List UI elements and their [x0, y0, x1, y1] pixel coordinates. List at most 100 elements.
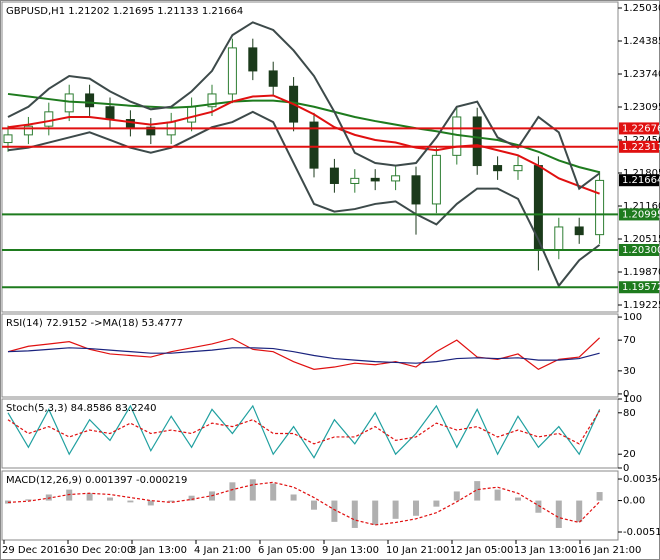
- histogram-bar: [351, 500, 358, 528]
- histogram-bar: [107, 497, 113, 501]
- candle-body: [146, 126, 156, 136]
- candle-body: [23, 125, 33, 136]
- histogram-bar: [515, 497, 521, 501]
- candle-body: [248, 47, 258, 72]
- y-tick-label: 1.20515: [623, 234, 660, 245]
- candle-body: [64, 93, 74, 113]
- level-label: 1.19572: [622, 282, 660, 293]
- y-tick-label: 70: [623, 335, 636, 346]
- histogram-bar: [188, 495, 195, 501]
- y-tick-label: 0.00: [623, 496, 645, 507]
- histogram-bar: [270, 483, 277, 501]
- y-tick-label: 1.19870: [623, 267, 660, 278]
- y-tick-label: 1.23095: [623, 102, 660, 113]
- histogram-bar: [127, 500, 134, 503]
- candle-body: [329, 167, 339, 184]
- x-tick-label: 4 Jan 21:00: [194, 545, 251, 556]
- candle-body: [3, 134, 13, 144]
- histogram-bar: [535, 500, 542, 513]
- histogram-bar: [453, 491, 460, 501]
- x-tick-label: 6 Jan 05:00: [258, 545, 315, 556]
- level-box: [619, 122, 659, 135]
- y-tick-label: 1.24385: [623, 36, 660, 47]
- candle-body: [105, 106, 115, 121]
- candle-body: [533, 165, 543, 251]
- histogram-bar: [372, 500, 379, 525]
- panel: [1, 1, 619, 313]
- candle-body: [44, 111, 54, 127]
- histogram-bar: [392, 500, 399, 519]
- histogram-bar: [86, 493, 93, 501]
- indicator-line: [7, 110, 601, 288]
- histogram-bar: [147, 500, 154, 506]
- y-tick-label: 1.21160: [623, 201, 660, 212]
- candle-body: [85, 93, 95, 108]
- y-tick-label: 1.19225: [623, 300, 660, 311]
- x-tick-label: 12 Jan 05:00: [450, 545, 513, 556]
- indicator-line: [7, 21, 601, 191]
- y-tick-label: 1.22450: [623, 135, 660, 146]
- x-tick-label: 13 Jan 13:00: [514, 545, 577, 556]
- y-tick-label: -0.005167: [623, 527, 660, 538]
- candle-body: [411, 175, 421, 205]
- candle-body: [391, 175, 401, 182]
- level-label: 1.20300: [622, 245, 660, 256]
- indicator-line: [7, 92, 600, 174]
- x-tick-label: 30 Dec 20:00: [66, 545, 133, 556]
- y-tick-label: 0: [623, 389, 629, 400]
- panel-title: RSI(14) 72.9152 ->MA(18) 53.4777: [6, 318, 183, 329]
- panel: [1, 470, 619, 541]
- indicator-line: [7, 481, 601, 526]
- y-tick-label: 0: [623, 463, 629, 474]
- candle-body: [554, 226, 564, 251]
- x-tick-label: 29 Dec 2016: [2, 545, 66, 556]
- level-box: [619, 281, 659, 294]
- histogram-bar: [433, 500, 440, 507]
- y-tick-label: 20: [623, 449, 636, 460]
- candle-body: [207, 93, 217, 108]
- histogram-bar: [596, 492, 603, 501]
- histogram-bar: [555, 500, 562, 528]
- indicator-line: [7, 347, 600, 364]
- panel-title: MACD(12,26,9) 0.001397 -0.000219: [6, 475, 187, 486]
- x-tick-label: 3 Jan 13:00: [130, 545, 187, 556]
- histogram-bar: [331, 500, 338, 522]
- candle-body: [431, 154, 441, 205]
- y-tick-label: 1.25030: [623, 3, 660, 14]
- level-box: [619, 140, 659, 153]
- y-tick-label: 1.23740: [623, 69, 660, 80]
- histogram-bar: [290, 494, 297, 501]
- histogram-bar: [474, 481, 481, 501]
- candle-body: [268, 70, 278, 87]
- x-tick-label: 16 Jan 21:00: [578, 545, 641, 556]
- level-box: [619, 208, 659, 221]
- level-label: 1.22317: [622, 142, 660, 153]
- panel: [1, 398, 619, 469]
- y-tick-label: 30: [623, 366, 636, 377]
- candle-body: [350, 177, 360, 184]
- candle-body: [187, 106, 197, 123]
- y-tick-label: 1.21805: [623, 168, 660, 179]
- x-tick-label: 10 Jan 21:00: [386, 545, 449, 556]
- candle-body: [513, 165, 523, 172]
- candle-body: [472, 116, 482, 167]
- price-label: 1.21664: [622, 175, 660, 186]
- y-tick-label: 100: [623, 394, 642, 405]
- indicator-line: [7, 410, 601, 445]
- histogram-bar: [413, 500, 419, 516]
- histogram-bar: [25, 499, 32, 501]
- panel-title: Stoch(5,3,3) 84.8586 83.2240: [6, 403, 157, 414]
- x-tick-label: 9 Jan 13:00: [322, 545, 379, 556]
- indicator-line: [7, 94, 600, 195]
- candle-body: [227, 47, 237, 95]
- panel-title: GBPUSD,H1 1.21202 1.21695 1.21133 1.2166…: [6, 6, 243, 17]
- y-tick-label: 0.003541: [623, 474, 660, 485]
- histogram-bar: [249, 479, 256, 501]
- histogram-bar: [494, 489, 501, 501]
- level-label: 1.22676: [622, 123, 660, 134]
- candle-body: [493, 165, 503, 172]
- indicator-line: [7, 404, 601, 459]
- candle-body: [370, 177, 380, 182]
